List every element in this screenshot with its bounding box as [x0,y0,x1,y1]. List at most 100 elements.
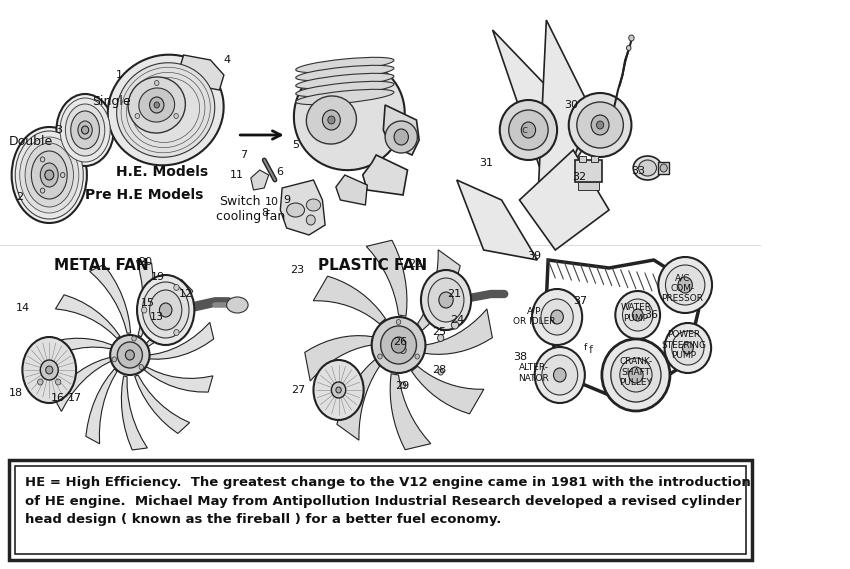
Text: 13: 13 [150,312,164,322]
Ellipse shape [683,342,694,354]
Ellipse shape [569,93,632,157]
Ellipse shape [155,80,159,85]
Text: 29: 29 [395,381,409,391]
Ellipse shape [296,73,394,89]
Ellipse shape [632,309,643,321]
Bar [15,466,746,554]
Text: 18: 18 [9,388,23,398]
Polygon shape [179,55,224,90]
Ellipse shape [37,379,43,385]
Text: 17: 17 [68,393,82,403]
Text: 8: 8 [262,208,269,218]
Ellipse shape [126,350,134,360]
Text: H.E. Models: H.E. Models [116,165,208,179]
Ellipse shape [71,111,99,149]
Ellipse shape [438,369,444,375]
Ellipse shape [65,104,105,156]
Polygon shape [456,180,537,260]
Text: METAL FAN: METAL FAN [54,258,149,273]
Text: 12: 12 [178,289,192,299]
Text: WATER
PUMP: WATER PUMP [620,303,651,323]
Ellipse shape [500,100,557,160]
Ellipse shape [391,337,405,353]
Ellipse shape [22,337,76,403]
Ellipse shape [394,129,408,145]
Polygon shape [337,360,380,440]
Ellipse shape [415,354,419,359]
Text: f: f [584,343,587,352]
Text: 3: 3 [54,125,62,135]
Polygon shape [366,240,407,316]
Polygon shape [137,260,153,337]
Text: 16: 16 [51,393,65,403]
Ellipse shape [385,121,417,153]
Ellipse shape [296,65,394,81]
Text: Double: Double [9,135,54,148]
Ellipse shape [117,342,143,368]
Polygon shape [86,369,117,444]
Text: 11: 11 [230,170,243,180]
Ellipse shape [438,335,444,341]
Ellipse shape [371,317,426,373]
Text: Single: Single [93,95,131,108]
Text: PLASTIC FAN: PLASTIC FAN [318,258,427,273]
Ellipse shape [597,121,603,129]
Ellipse shape [15,131,83,219]
Ellipse shape [296,57,394,73]
Ellipse shape [678,277,693,293]
Ellipse shape [141,307,147,313]
Ellipse shape [381,326,416,364]
Text: 19: 19 [150,272,165,282]
Ellipse shape [306,215,315,225]
Ellipse shape [451,321,458,329]
Text: cooling fan: cooling fan [216,210,285,223]
Ellipse shape [56,94,114,166]
Ellipse shape [82,126,88,134]
Polygon shape [280,180,325,235]
Bar [658,162,669,174]
Ellipse shape [509,110,548,150]
Text: Pre H.E Models: Pre H.E Models [85,188,203,202]
Ellipse shape [553,368,566,382]
Ellipse shape [46,366,53,374]
Text: 7: 7 [240,150,247,160]
Text: 26: 26 [394,337,407,347]
Ellipse shape [332,382,346,398]
Text: 2: 2 [16,192,23,202]
Text: 6: 6 [276,167,283,177]
Ellipse shape [40,188,45,193]
Ellipse shape [620,358,652,392]
Ellipse shape [400,382,405,388]
Polygon shape [150,323,213,359]
Polygon shape [305,336,373,381]
Ellipse shape [638,160,656,176]
Polygon shape [493,30,582,200]
Ellipse shape [296,81,394,97]
Text: 1: 1 [116,70,122,80]
Ellipse shape [541,299,573,335]
Ellipse shape [150,97,164,113]
Ellipse shape [112,357,116,362]
Text: 9: 9 [283,195,290,205]
Ellipse shape [137,275,195,345]
Text: 23: 23 [291,265,304,275]
Ellipse shape [55,379,61,385]
Text: CRANK-
SHAFT
PULLEY: CRANK- SHAFT PULLEY [620,357,653,387]
Ellipse shape [602,339,670,411]
Ellipse shape [306,199,320,211]
Ellipse shape [577,102,623,148]
Text: Switch: Switch [219,195,261,208]
Ellipse shape [116,63,215,157]
Ellipse shape [336,387,341,393]
Text: 32: 32 [572,172,586,182]
Bar [579,156,586,162]
Ellipse shape [110,335,150,375]
Text: 21: 21 [447,289,462,299]
Text: 28: 28 [432,365,446,375]
Text: A/C
COM-
PRESSOR: A/C COM- PRESSOR [661,273,704,303]
Text: 4: 4 [223,55,230,65]
Polygon shape [146,279,193,347]
Ellipse shape [439,292,453,308]
Polygon shape [251,170,269,190]
Polygon shape [390,374,431,450]
